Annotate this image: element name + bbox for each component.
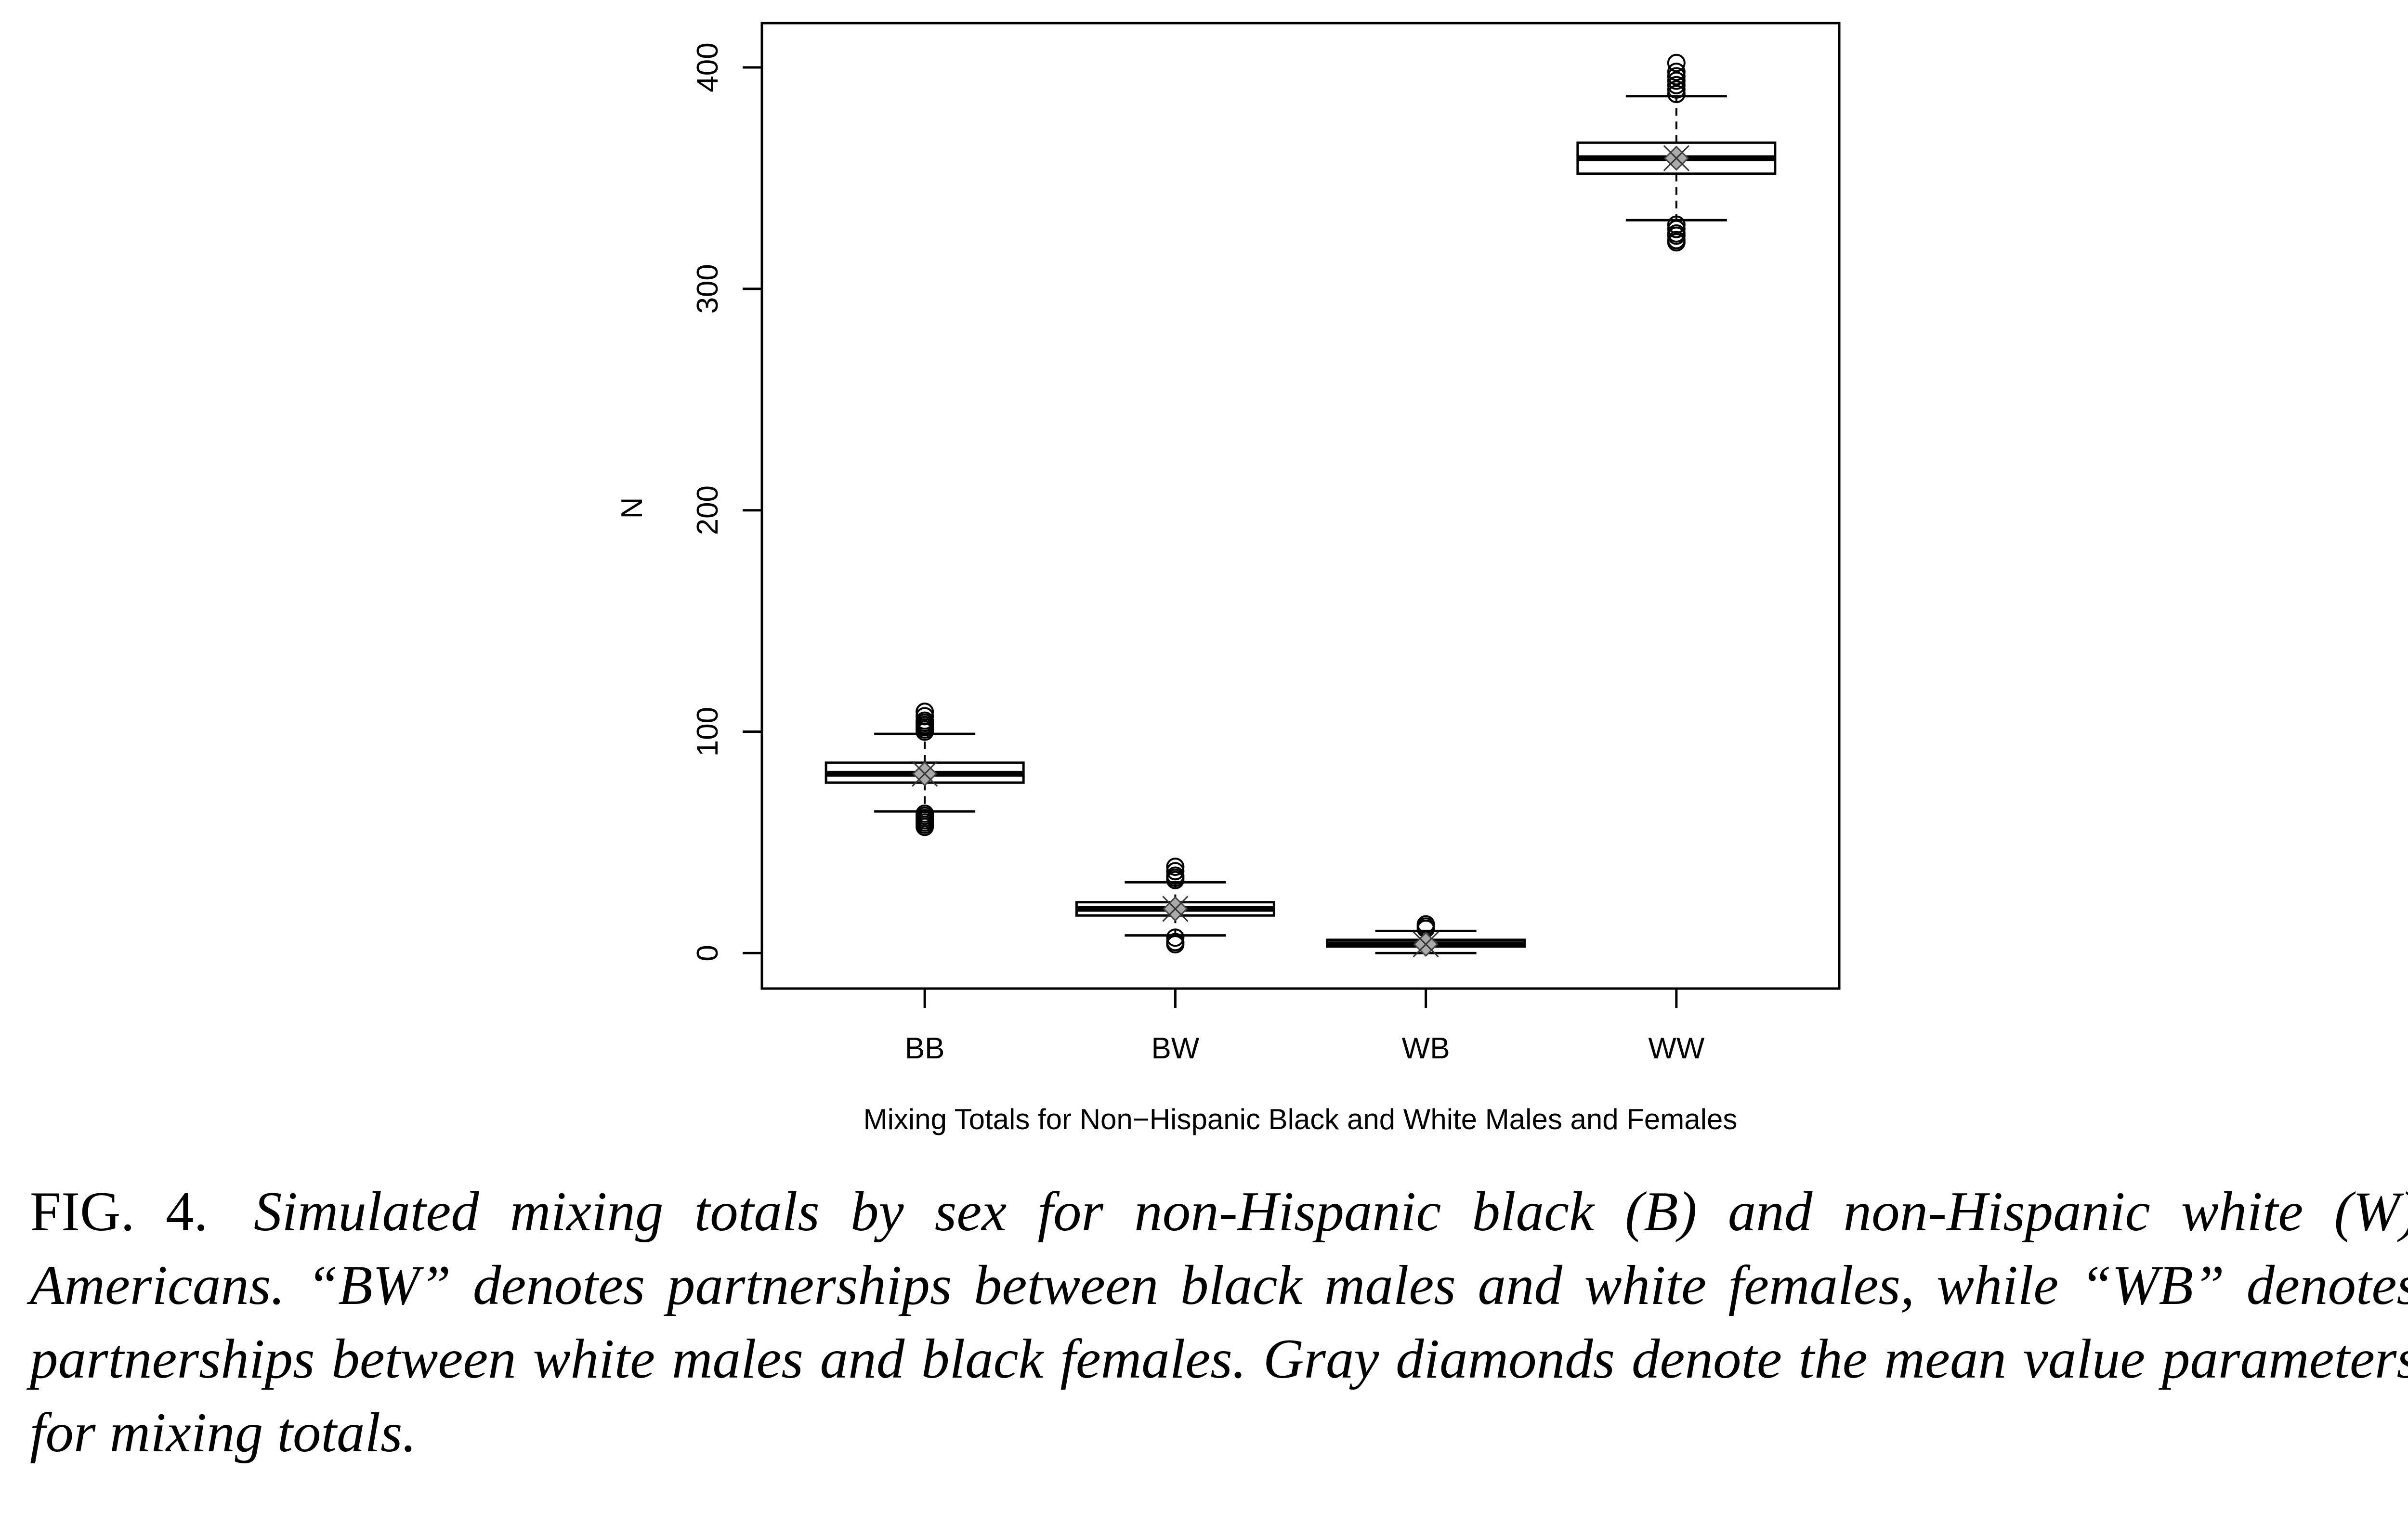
x-tick-label-WB: WB <box>1402 1032 1450 1065</box>
y-axis: 0 100 200 300 400 <box>691 42 762 962</box>
outlier-WW-6 <box>1667 85 1686 104</box>
mean-cross-b-BW <box>1162 896 1189 922</box>
y-tick-label-400: 400 <box>691 42 724 92</box>
y-tick-label-100: 100 <box>691 707 724 756</box>
box-WW <box>1576 53 1777 252</box>
y-axis-label: N <box>615 497 649 519</box>
boxplot-chart: 0 100 200 300 400 BB BW WB WW N Mixing Totals f… <box>615 22 1841 1135</box>
x-tick-label-BW: BW <box>1151 1032 1199 1065</box>
outlier-WW-7 <box>1667 80 1686 99</box>
outlier-WW-3 <box>1667 224 1686 243</box>
y-tick-label-0: 0 <box>691 945 724 961</box>
outlier-WW-10 <box>1667 67 1686 86</box>
x-axis: BB BW WB WW <box>905 989 1705 1065</box>
box-WB <box>1326 915 1526 958</box>
box-BW <box>1075 858 1275 954</box>
mean-cross-b-WW <box>1663 145 1689 171</box>
outlier-WW-5 <box>1667 215 1686 234</box>
mean-cross-b-BB <box>912 760 938 787</box>
outlier-BW-6 <box>1166 862 1185 881</box>
boxes <box>824 53 1777 958</box>
y-tick-label-200: 200 <box>691 485 724 535</box>
y-tick-label-300: 300 <box>691 264 724 313</box>
x-tick-label-WW: WW <box>1648 1032 1705 1065</box>
outlier-BW-2 <box>1166 928 1185 947</box>
figure-caption: FIG. 4. Simulated mixing totals by sex fo… <box>30 1175 2408 1470</box>
outlier-BW-1 <box>1166 933 1185 951</box>
box-BB <box>824 703 1025 836</box>
outlier-BB-12 <box>916 711 934 730</box>
caption-text: Simulated mixing totals by sex for non-H… <box>30 1181 2408 1464</box>
figure-label: FIG. 4. <box>30 1181 208 1243</box>
x-axis-label: Mixing Totals for Non−Hispanic Black and… <box>864 1103 1738 1135</box>
outlier-BB-6 <box>916 804 934 823</box>
x-tick-label-BB: BB <box>905 1032 945 1065</box>
outlier-WW-9 <box>1667 71 1686 90</box>
outlier-BW-7 <box>1166 858 1185 876</box>
plot-frame <box>760 22 1841 990</box>
outlier-WW-12 <box>1667 53 1686 72</box>
outlier-WW-11 <box>1667 63 1686 81</box>
outlier-WW-8 <box>1667 76 1686 94</box>
outlier-BB-13 <box>916 707 934 726</box>
outlier-WW-4 <box>1667 220 1686 238</box>
mean-cross-b-WB <box>1413 931 1439 958</box>
outlier-BW-5 <box>1166 866 1185 885</box>
outlier-BB-14 <box>916 703 934 721</box>
